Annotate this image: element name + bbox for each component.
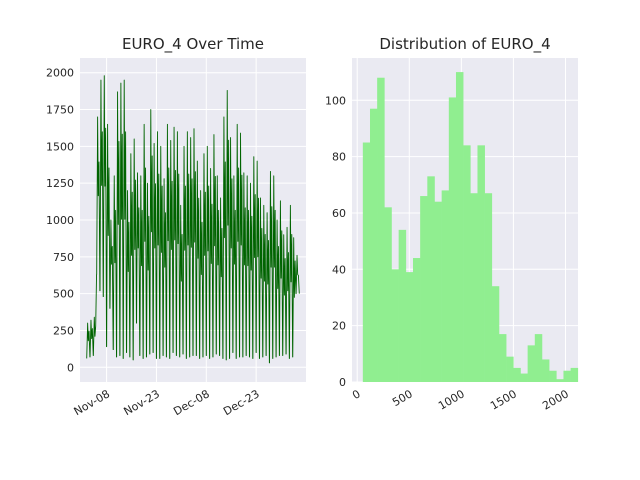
histogram-x-tick-label: 0 xyxy=(350,387,363,402)
histogram-bars xyxy=(362,72,579,383)
histogram-y-tick-label: 100 xyxy=(325,94,346,107)
histogram-bar xyxy=(513,367,521,382)
histogram-bar xyxy=(384,207,392,382)
line-chart-y-tick-label: 0 xyxy=(67,361,74,374)
histogram-title: Distribution of EURO_4 xyxy=(379,35,550,54)
line-chart-x-tick-label: Dec-23 xyxy=(221,387,262,418)
histogram-bar xyxy=(434,201,442,382)
line-chart-y-tick-labels: 0 250 500 750 1000 1250 1500 1750 2000 xyxy=(46,67,74,375)
histogram-bar xyxy=(470,193,478,382)
histogram-bar xyxy=(391,269,399,382)
histogram-bar xyxy=(448,97,457,382)
histogram-bar xyxy=(370,108,378,383)
histogram-y-tick-labels: 0 20 40 60 80 100 xyxy=(325,94,346,389)
histogram-bar xyxy=(463,145,471,382)
line-chart-y-tick-label: 1750 xyxy=(46,104,74,117)
histogram-bar xyxy=(441,190,450,382)
histogram-x-tick-label: 1500 xyxy=(488,387,519,412)
histogram-bar xyxy=(541,359,550,382)
histogram-bar xyxy=(427,176,435,382)
line-chart-y-tick-label: 500 xyxy=(53,288,74,301)
line-chart-y-tick-label: 750 xyxy=(53,251,74,264)
histogram-bar xyxy=(477,145,485,382)
histogram-bar xyxy=(398,229,407,382)
histogram-y-tick-label: 60 xyxy=(332,207,346,220)
histogram-x-tick-label: 1000 xyxy=(436,387,467,412)
histogram-x-tick-labels: 0 500 1000 1500 2000 xyxy=(350,387,571,412)
histogram-bar xyxy=(506,356,514,382)
line-chart-y-tick-label: 2000 xyxy=(46,67,74,80)
line-chart-x-tick-labels: Nov-08 Nov-23 Dec-08 Dec-23 xyxy=(72,387,262,418)
histogram-y-tick-label: 0 xyxy=(339,376,346,389)
line-chart-x-tick-label: Dec-08 xyxy=(171,387,212,418)
histogram-y-tick-label: 40 xyxy=(332,263,346,276)
histogram-bar xyxy=(455,72,464,382)
histogram-bar xyxy=(420,196,428,382)
histogram-x-tick-label: 2000 xyxy=(540,387,571,412)
histogram-y-tick-label: 80 xyxy=(332,151,346,164)
line-chart-series-euro-4 xyxy=(86,75,300,364)
histogram-bar xyxy=(491,286,500,382)
histogram-x-tick-label: 500 xyxy=(390,387,415,409)
histogram-bar xyxy=(412,258,421,382)
histogram-y-tick-label: 20 xyxy=(332,320,346,333)
histogram-bar xyxy=(377,77,385,382)
line-chart-y-tick-label: 1000 xyxy=(46,214,74,227)
histogram-bar xyxy=(498,334,507,382)
histogram-bar xyxy=(534,334,543,382)
histogram-bar xyxy=(527,345,536,382)
line-chart-euro-4-over-time: Nov-08 Nov-23 Dec-08 Dec-23 0 250 500 750 1000 1… xyxy=(46,35,306,418)
histogram-bar xyxy=(563,370,571,382)
histogram-bar xyxy=(405,272,414,382)
line-chart-y-tick-label: 1250 xyxy=(46,177,74,190)
line-chart-y-tick-label: 1500 xyxy=(46,140,74,153)
histogram-bar xyxy=(520,373,528,382)
line-chart-x-tick-label: Nov-08 xyxy=(72,387,112,418)
histogram-bar xyxy=(549,370,557,382)
histogram-bar xyxy=(362,142,371,382)
line-chart-series-line xyxy=(86,75,300,364)
histogram-bar xyxy=(570,367,579,382)
histogram-bar xyxy=(556,379,564,382)
histogram-distribution-of-euro-4: 0 500 1000 1500 2000 0 20 40 60 80 100 Distributi… xyxy=(325,35,579,413)
line-chart-x-tick-label: Nov-23 xyxy=(122,387,162,418)
line-chart-y-tick-label: 250 xyxy=(53,324,74,337)
line-chart-title: EURO_4 Over Time xyxy=(122,35,264,54)
histogram-bar xyxy=(484,193,493,382)
